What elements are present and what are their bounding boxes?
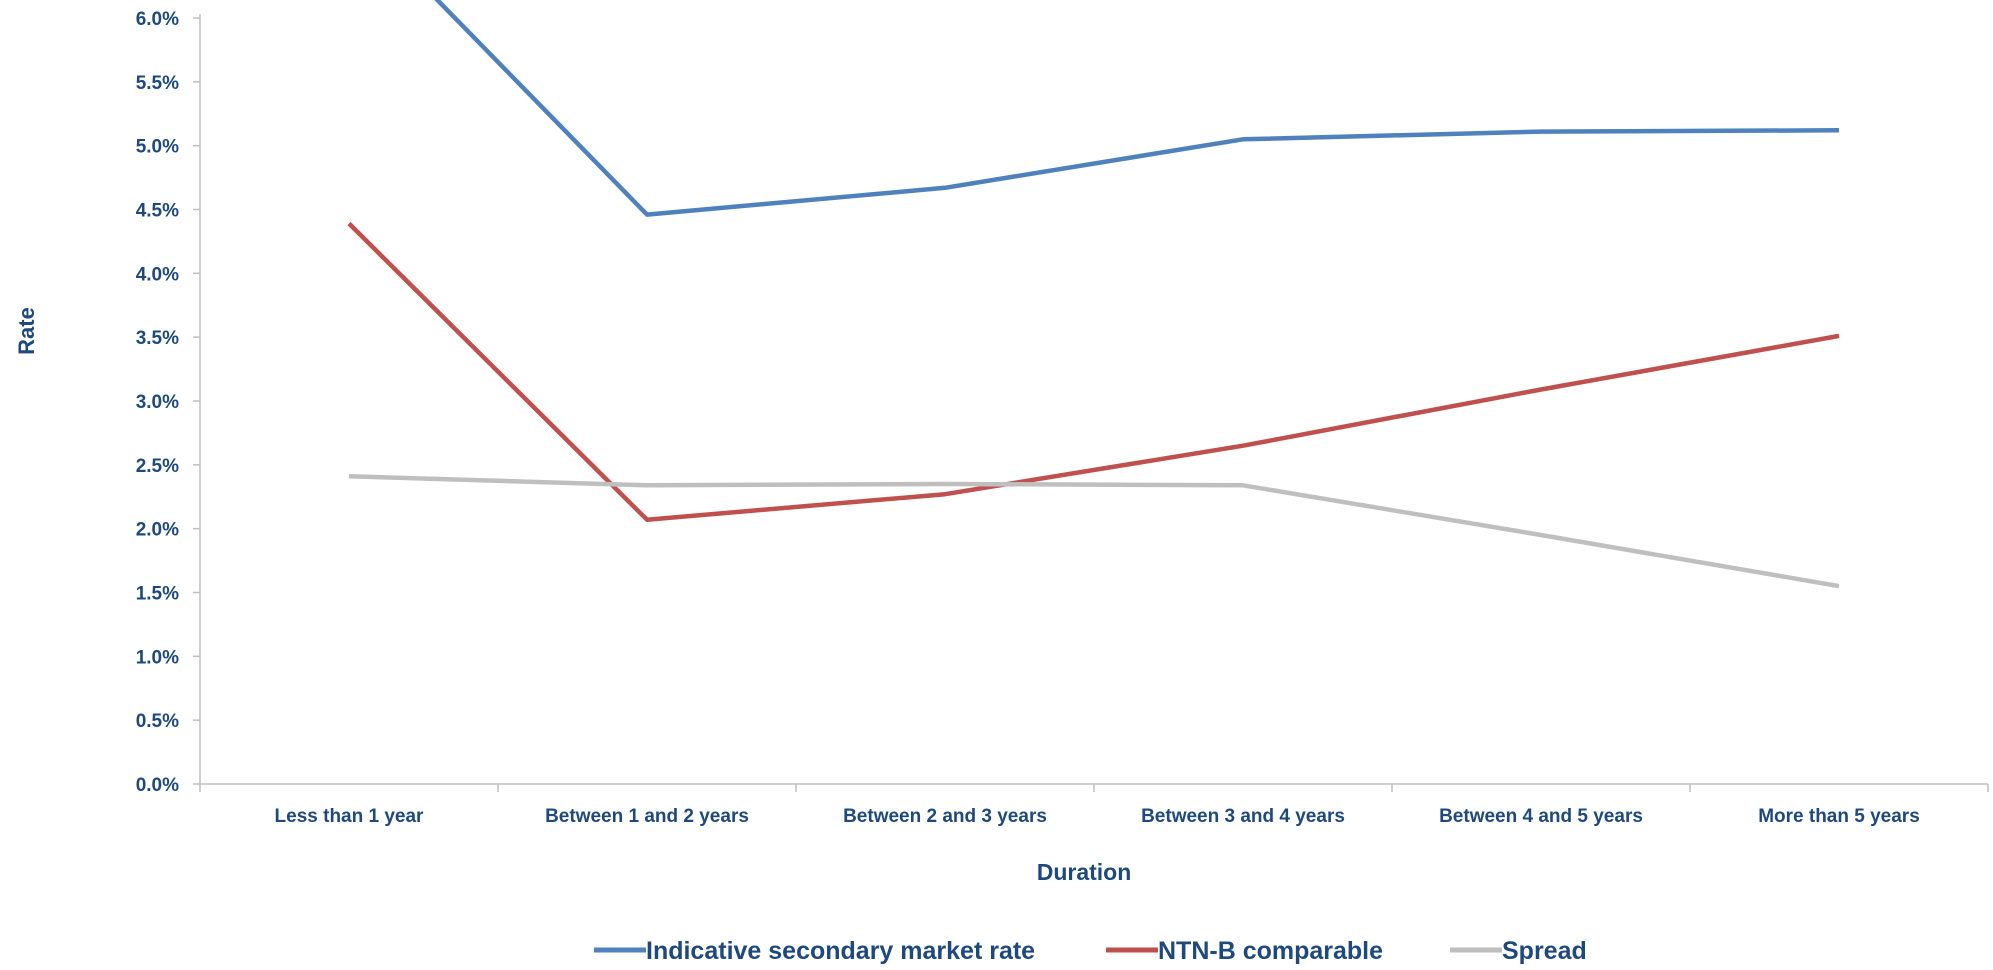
x-tick-label: Between 2 and 3 years (843, 806, 1047, 827)
y-tick-label: 0.5% (136, 711, 179, 732)
y-tick-label: 3.0% (136, 392, 179, 413)
series-line-1 (434, 0, 1840, 217)
x-tick-label: More than 5 years (1758, 806, 1920, 827)
y-tick-label: 4.5% (136, 201, 179, 222)
legend: Indicative secondary market rate NTN-B co… (594, 937, 1587, 965)
y-tick-label: 2.0% (136, 520, 179, 541)
y-tick-label: 4.0% (136, 264, 179, 285)
legend-label: Spread (1502, 937, 1587, 965)
series-line-2 (347, 221, 1840, 522)
y-tick-label: 5.5% (136, 73, 179, 94)
series-lines (347, 0, 1840, 589)
y-tick-label: 2.5% (136, 456, 179, 477)
y-tick-label: 1.5% (136, 584, 179, 605)
y-tick-labels: 0.0% 0.5% 1.0% 1.5% 2.0% 2.5% 3.0% 3.5% 4.0% 4.5%… (136, 9, 179, 796)
legend-label: NTN-B comparable (1158, 937, 1383, 965)
x-tick-label: Less than 1 year (275, 806, 425, 827)
y-tick-label: 5.0% (136, 137, 179, 158)
y-tick-label: 3.5% (136, 328, 179, 349)
series-line-3 (348, 474, 1840, 589)
x-tick-labels: Less than 1 year Between 1 and 2 years Bet… (275, 806, 1920, 827)
y-tick-label: 6.0% (136, 9, 179, 30)
y-tick-label: 0.0% (136, 775, 179, 796)
x-axis-title: Duration (1037, 859, 1132, 885)
y-tick-label: 1.0% (136, 647, 179, 668)
x-tick-label: Between 3 and 4 years (1141, 806, 1345, 827)
legend-label: Indicative secondary market rate (646, 937, 1035, 965)
x-tick-label: Between 1 and 2 years (545, 806, 749, 827)
x-tick-label: Between 4 and 5 years (1439, 806, 1643, 827)
y-axis-title: Rate (14, 307, 39, 355)
axes (193, 14, 1989, 792)
